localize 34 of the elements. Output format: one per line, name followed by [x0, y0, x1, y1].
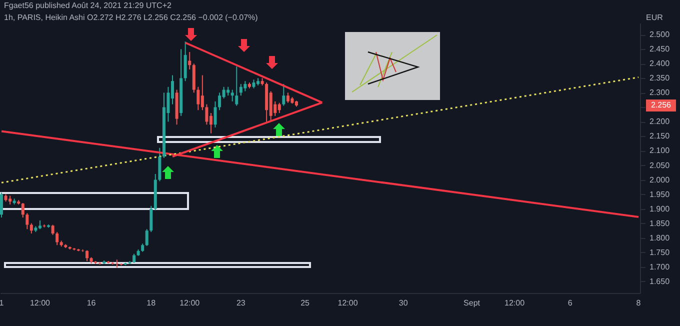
x-tick-label: 18	[146, 298, 156, 308]
y-tick-label: 1.850	[650, 218, 670, 228]
y-tick-label: 2.450	[650, 44, 670, 54]
x-tick-label: 16	[86, 298, 96, 308]
x-tick-label: 1	[0, 298, 4, 308]
y-tick-label: 2.100	[650, 146, 670, 156]
y-tick-label: 2.200	[650, 117, 670, 126]
chart-subtitle: 1h, PARIS, Heikin Ashi O2.272 H2.276 L2.256 C2.256 −0.002 (−0.07%)	[4, 13, 258, 22]
text: EUR	[646, 13, 664, 22]
x-tick-label: 12:00	[30, 298, 51, 308]
text: 2.256	[650, 100, 672, 110]
y-tick-label: 1.750	[650, 248, 670, 257]
y-tick-label: 1.700	[650, 262, 670, 272]
y-tick-label: 1.800	[650, 233, 670, 242]
y-tick-label: 2.300	[650, 88, 670, 98]
chart-title: Fgaet56 published Août 24, 2021 21:29 UTC+2	[4, 1, 172, 10]
y-tick-label: 1.950	[650, 190, 670, 199]
x-tick-label: 12:00	[180, 298, 200, 308]
y-tick-label: 2.000	[650, 175, 670, 184]
x-tick-label: Sept	[464, 298, 481, 308]
x-tick-label: 8	[636, 298, 642, 308]
x-tick-label: 12:00	[504, 298, 526, 308]
x-tick-label: 25	[300, 298, 310, 308]
y-tick-label: 2.150	[650, 132, 670, 141]
y-tick-label: 2.500	[650, 30, 670, 40]
x-tick-label: 12:00	[338, 298, 358, 308]
y-tick-label: 2.400	[650, 59, 670, 68]
y-tick-label: 1.900	[650, 204, 670, 214]
y-tick-label: 2.050	[650, 160, 670, 170]
x-tick-label: 30	[398, 298, 408, 308]
y-tick-label: 1.650	[650, 276, 670, 286]
x-tick-label: 6	[568, 298, 573, 308]
y-tick-label: 2.350	[650, 74, 670, 83]
x-tick-label: 23	[236, 298, 246, 308]
